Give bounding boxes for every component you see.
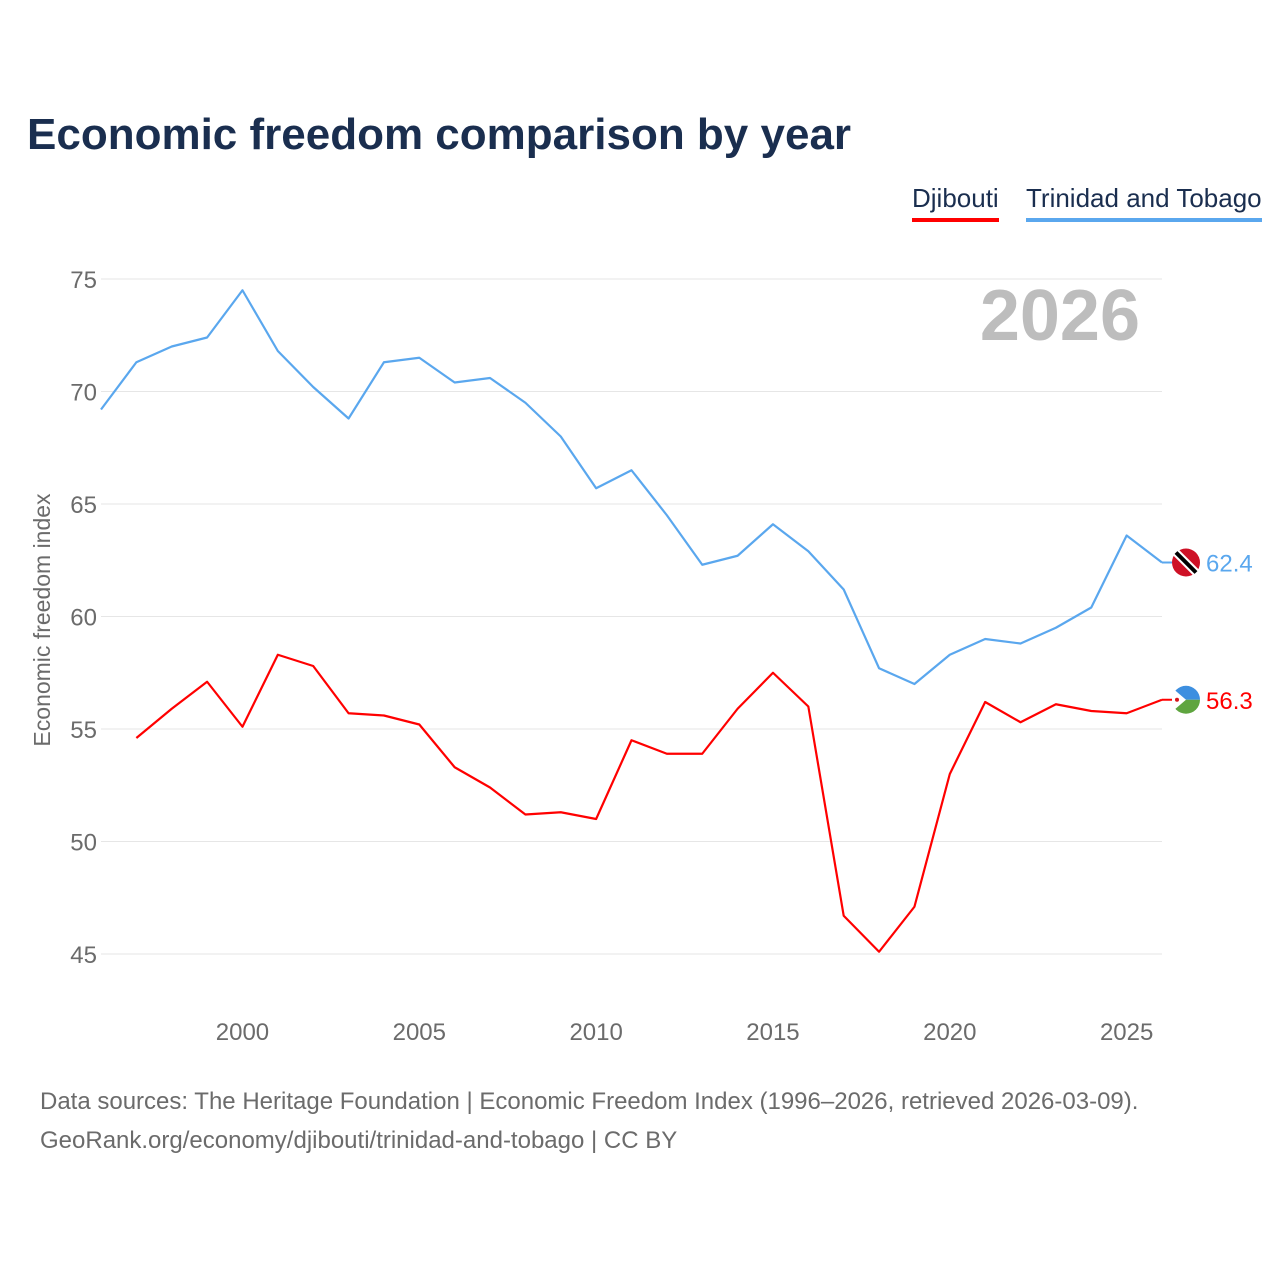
- legend-trinidad-and-tobago[interactable]: Trinidad and Tobago: [1026, 183, 1262, 222]
- y-tick-label: 55: [70, 717, 97, 744]
- flag-star: [1175, 697, 1179, 702]
- x-tick-label: 2010: [569, 1019, 622, 1046]
- y-axis-label: Economic freedom index: [29, 493, 55, 747]
- x-tick-label: 2015: [746, 1019, 799, 1046]
- end-value-label: 62.4: [1206, 551, 1253, 578]
- y-tick-label: 45: [70, 942, 97, 969]
- source-link[interactable]: GeoRank.org/economy/djibouti/trinidad-an…: [40, 1127, 678, 1154]
- x-tick-label: 2025: [1100, 1019, 1153, 1046]
- y-tick-label: 70: [70, 380, 97, 407]
- x-tick-label: 2000: [216, 1019, 269, 1046]
- y-tick-label: 60: [70, 605, 97, 632]
- series-line-trinidad-and-tobago: [100, 289, 1163, 686]
- line-chart: 45 50 55 60 65 70 75 2000 2005 2010 2015 2020 2025 Ec…: [29, 267, 1253, 1046]
- x-tick-label: 2020: [923, 1019, 976, 1046]
- end-value-label: 56.3: [1206, 688, 1253, 715]
- x-tick-label: 2005: [393, 1019, 446, 1046]
- chart-title: Economic freedom comparison by year: [27, 110, 852, 159]
- series-line-djibouti: [135, 653, 1163, 953]
- legend-djibouti[interactable]: Djibouti: [912, 183, 999, 222]
- flag-stripe: [1174, 551, 1198, 574]
- source-note: Data sources: The Heritage Foundation | …: [40, 1088, 1139, 1115]
- y-tick-label: 75: [70, 267, 97, 294]
- y-tick-label: 65: [70, 492, 97, 519]
- year-label: 2026: [980, 276, 1140, 356]
- y-tick-label: 50: [70, 830, 97, 857]
